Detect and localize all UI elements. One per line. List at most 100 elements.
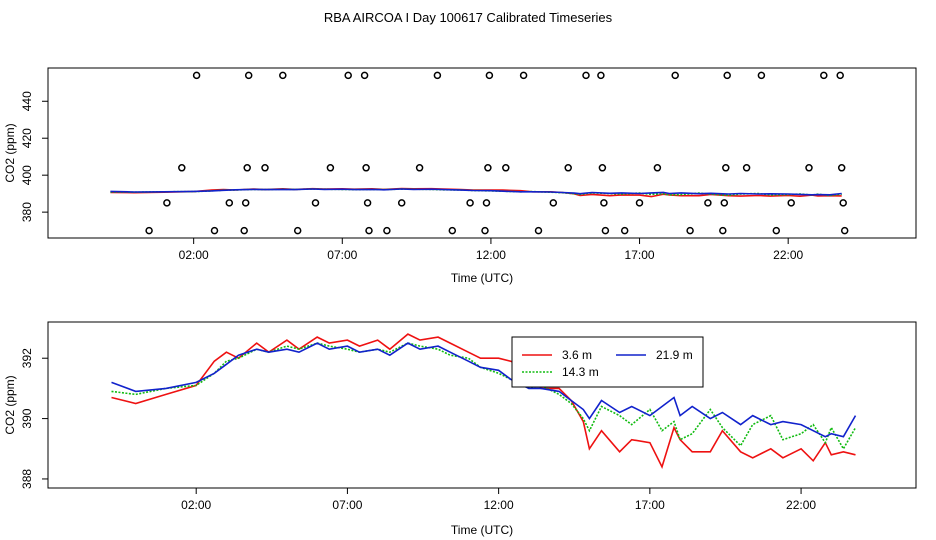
outlier-point — [742, 164, 751, 172]
legend-label-3.6m: 3.6 m — [562, 348, 592, 362]
lower-y-tick-label: 390 — [20, 408, 34, 428]
upper-x-tick-label: 17:00 — [625, 248, 655, 262]
outlier-point — [397, 199, 406, 207]
outlier-point — [597, 71, 605, 80]
outlier-point — [772, 226, 781, 235]
lower-panel: 02:00 07:00 12:00 17:00 22:00 388 390 392 Time… — [3, 321, 917, 537]
upper-panel: 02:00 07:00 12:00 17:00 22:00 380 400 420 440 T… — [3, 67, 917, 285]
outlier-point — [598, 164, 607, 172]
upper-y-tick-label: 400 — [20, 165, 34, 185]
outlier-point — [787, 199, 795, 207]
outlier-point — [820, 71, 828, 80]
outlier-point — [485, 71, 494, 80]
upper-x-tick-label: 02:00 — [179, 248, 209, 262]
outlier-point — [448, 226, 457, 235]
outlier-point — [836, 71, 844, 80]
outlier-point — [415, 164, 424, 172]
outlier-point — [192, 71, 201, 80]
outlier-point — [365, 226, 373, 235]
outlier-point — [502, 164, 510, 172]
outlier-point — [534, 226, 543, 235]
outlier-point — [163, 199, 171, 207]
lower-x-axis: 02:00 07:00 12:00 17:00 22:00 — [181, 488, 816, 512]
outlier-point — [704, 199, 712, 207]
lower-series-line-3.6m — [111, 333, 856, 470]
legend-label-21.9m: 21.9 m — [656, 348, 693, 362]
outlier-point — [601, 226, 610, 235]
upper-y-tick-label: 440 — [20, 91, 34, 111]
lower-x-axis-label: Time (UTC) — [451, 523, 513, 537]
outlier-point — [757, 71, 766, 80]
outlier-point — [362, 164, 370, 172]
outlier-point — [482, 199, 491, 207]
upper-y-axis: 380 400 420 440 — [20, 91, 48, 222]
outlier-point — [837, 164, 846, 172]
outlier-point — [243, 164, 251, 172]
outlier-point — [620, 226, 629, 235]
outlier-point — [723, 71, 731, 80]
upper-x-tick-label: 12:00 — [476, 248, 506, 262]
outlier-point — [481, 226, 489, 235]
outlier-point — [363, 199, 372, 207]
outlier-point — [519, 71, 528, 80]
lower-plot-frame — [47, 321, 917, 489]
outlier-point — [433, 71, 442, 80]
lower-x-tick-label: 02:00 — [181, 498, 211, 512]
outlier-point — [241, 199, 250, 207]
outlier-point — [549, 199, 558, 207]
outlier-point — [383, 226, 391, 235]
upper-outlier-points — [145, 71, 849, 235]
upper-y-tick-label: 380 — [20, 202, 34, 222]
lower-series-line-21.9m — [111, 342, 857, 438]
legend-label-14.3m: 14.3 m — [562, 365, 599, 379]
outlier-point — [240, 226, 248, 235]
outlier-point — [344, 71, 352, 80]
outlier-point — [484, 164, 492, 172]
outlier-point — [671, 71, 679, 80]
lower-y-axis-label: CO2 (ppm) — [3, 375, 17, 434]
outlier-point — [145, 226, 153, 235]
upper-x-tick-label: 07:00 — [327, 248, 357, 262]
outlier-point — [686, 226, 694, 235]
outlier-point — [178, 164, 186, 172]
outlier-point — [293, 226, 302, 235]
outlier-point — [326, 164, 335, 172]
outlier-point — [840, 226, 849, 235]
outlier-point — [600, 199, 608, 207]
outlier-point — [261, 164, 269, 172]
lower-x-tick-label: 07:00 — [332, 498, 362, 512]
lower-x-tick-label: 22:00 — [786, 498, 816, 512]
legend: 3.6 m 14.3 m 21.9 m — [511, 336, 704, 388]
outlier-point — [653, 164, 662, 172]
upper-x-tick-label: 22:00 — [773, 248, 803, 262]
upper-y-tick-label: 420 — [20, 128, 34, 148]
upper-series-lines — [110, 187, 842, 198]
outlier-point — [582, 71, 590, 80]
outlier-point — [279, 71, 287, 80]
outlier-point — [466, 199, 474, 207]
outlier-point — [839, 199, 847, 207]
lower-y-tick-label: 388 — [20, 469, 34, 489]
outlier-point — [311, 199, 320, 207]
outlier-point — [244, 71, 253, 80]
outlier-point — [719, 226, 727, 235]
outlier-point — [225, 199, 234, 207]
upper-series-line-21.9m — [110, 188, 842, 196]
outlier-point — [635, 199, 644, 207]
chart-title: RBA AIRCOA I Day 100617 Calibrated Times… — [324, 10, 613, 25]
lower-x-tick-label: 12:00 — [484, 498, 514, 512]
outlier-point — [360, 71, 369, 80]
outlier-point — [210, 226, 219, 235]
lower-y-axis: 388 390 392 — [20, 348, 48, 489]
legend-box — [511, 336, 704, 388]
upper-plot-frame — [47, 67, 917, 239]
upper-x-axis: 02:00 07:00 12:00 17:00 22:00 — [179, 238, 804, 262]
outlier-point — [720, 199, 729, 207]
lower-x-tick-label: 17:00 — [635, 498, 665, 512]
upper-y-axis-label: CO2 (ppm) — [3, 123, 17, 182]
outlier-point — [805, 164, 813, 172]
lower-series-lines — [111, 333, 857, 470]
lower-y-tick-label: 392 — [20, 348, 34, 368]
outlier-point — [722, 164, 730, 172]
